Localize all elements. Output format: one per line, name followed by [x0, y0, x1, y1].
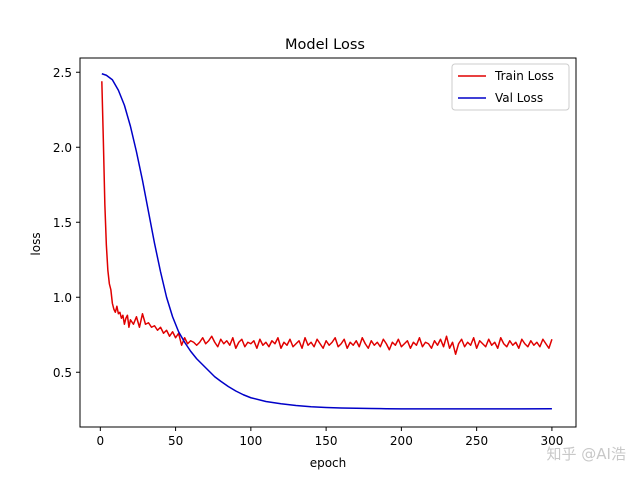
legend: Train Loss Val Loss — [451, 63, 570, 111]
y-tick-label: 1.0 — [53, 291, 72, 305]
y-tick-label: 2.5 — [53, 66, 72, 80]
x-tick-label: 50 — [168, 434, 183, 448]
chart-title: Model Loss — [285, 37, 365, 53]
series-line-train-loss — [101, 81, 553, 355]
series-line-val-loss — [101, 73, 552, 410]
x-tick-label: 150 — [315, 434, 338, 448]
watermark: 知乎 @AI浩 — [547, 445, 626, 463]
x-tick-label: 250 — [465, 434, 488, 448]
x-tick-label: 300 — [540, 434, 563, 448]
plot-area — [80, 58, 576, 427]
plot-frame — [79, 57, 577, 428]
x-tick-label: 200 — [390, 434, 413, 448]
y-tick-label: 0.5 — [53, 366, 72, 380]
x-axis-label: epoch — [310, 456, 347, 470]
legend-label-val-loss: Val Loss — [495, 91, 543, 105]
x-tick-label: 0 — [97, 434, 105, 448]
series-lines — [101, 73, 553, 410]
y-tick-label: 2.0 — [53, 141, 72, 155]
x-tick-label: 100 — [239, 434, 262, 448]
x-axis-ticks: 0 50 100 150 200 250 300 — [97, 427, 563, 448]
y-axis-ticks: 0.5 1.0 1.5 2.0 2.5 — [53, 66, 80, 380]
y-axis-label: loss — [29, 232, 43, 255]
legend-label-train-loss: Train Loss — [494, 69, 554, 83]
y-tick-label: 1.5 — [53, 216, 72, 230]
